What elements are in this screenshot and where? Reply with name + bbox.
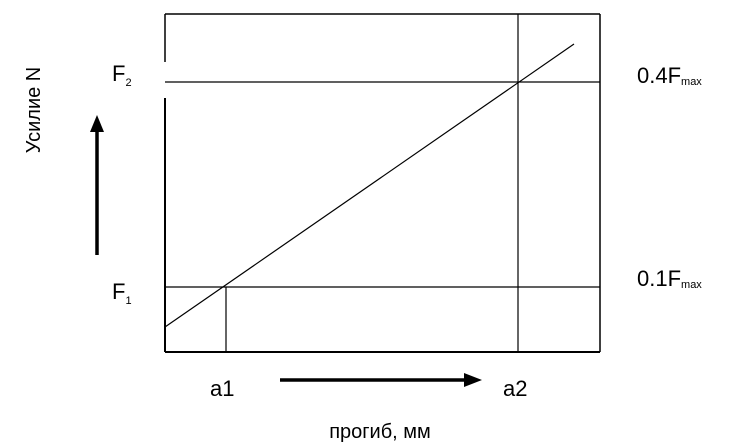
load-deflection-line xyxy=(164,43,575,328)
x-axis-title: прогиб, мм xyxy=(329,421,431,443)
f1-label: F1 xyxy=(112,279,132,307)
force-axis-arrow xyxy=(90,115,104,255)
upper-right-label: 0.4Fmax xyxy=(637,63,702,88)
deflection-axis-arrow xyxy=(280,373,482,387)
y-axis-title: Усилие N xyxy=(23,67,45,154)
f2-label: F2 xyxy=(112,61,132,89)
a2-label: a2 xyxy=(503,376,527,401)
lower-right-label: 0.1Fmax xyxy=(637,266,702,291)
a1-label: a1 xyxy=(210,376,234,401)
